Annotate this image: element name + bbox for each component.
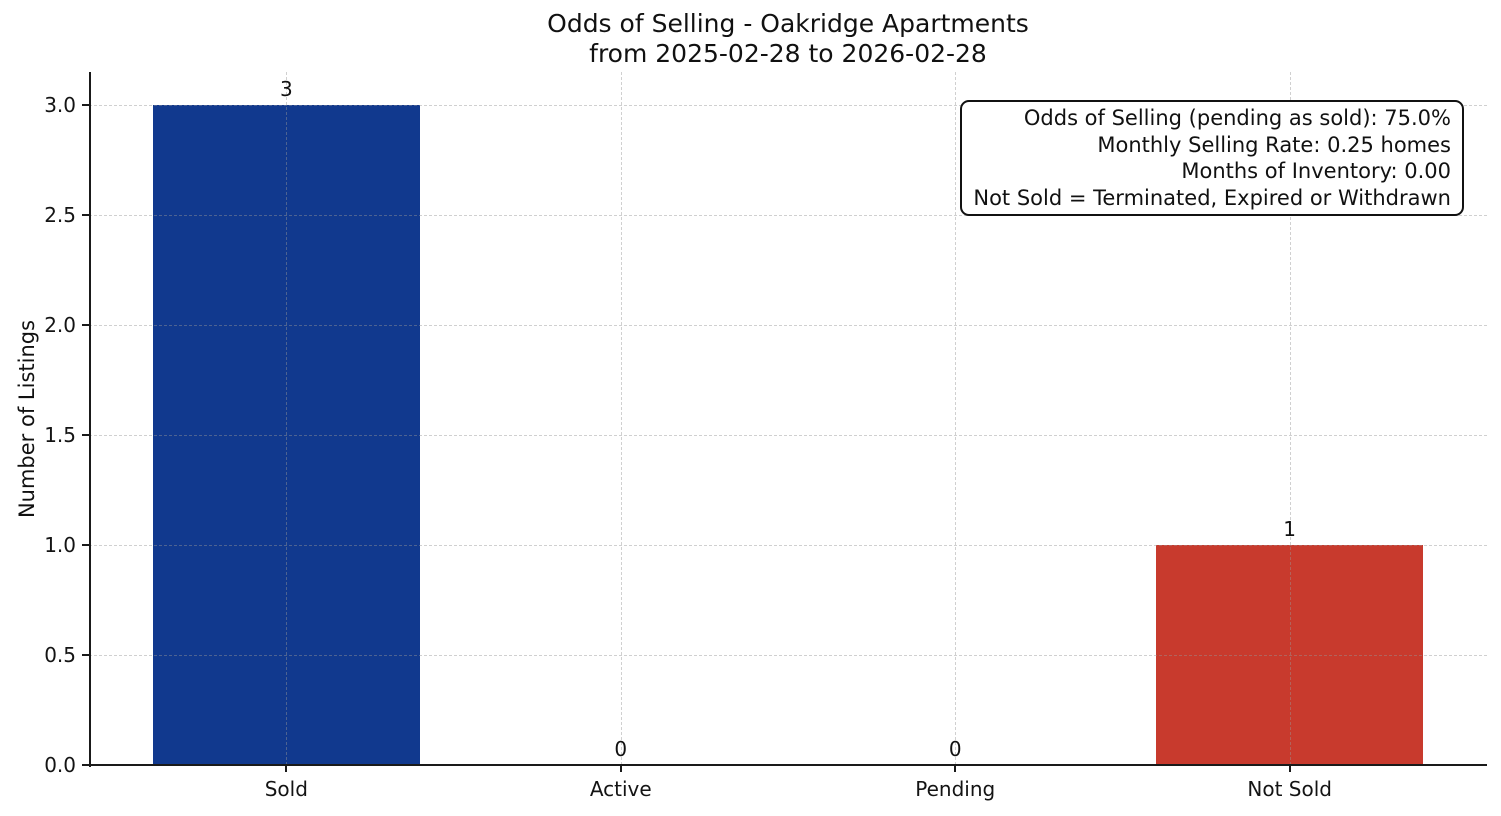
gridline-y-1.0 bbox=[89, 545, 1487, 546]
gridline-y-1.5 bbox=[89, 435, 1487, 436]
x-tick-label-sold: Sold bbox=[264, 777, 308, 801]
y-tick-1.5 bbox=[82, 434, 89, 436]
y-tick-0.0 bbox=[82, 764, 89, 766]
gridline-y-2.0 bbox=[89, 325, 1487, 326]
annotation-not-sold-definition: Not Sold = Terminated, Expired or Withdr… bbox=[973, 185, 1451, 210]
bar-sold bbox=[152, 105, 421, 765]
y-tick-1.0 bbox=[82, 544, 89, 546]
annotation-odds-of-selling: Odds of Selling (pending as sold): 75.0% bbox=[1023, 106, 1451, 130]
bar-value-label-sold: 3 bbox=[279, 77, 293, 101]
bar-not-sold bbox=[1155, 545, 1424, 765]
x-tick-pending bbox=[954, 765, 957, 772]
y-tick-label-0.5: 0.5 bbox=[44, 643, 76, 667]
y-tick-label-1.5: 1.5 bbox=[44, 423, 76, 447]
annotation-monthly-selling-rate: Monthly Selling Rate: 0.25 homes bbox=[1097, 132, 1451, 157]
x-tick-active bbox=[619, 765, 622, 772]
gridline-y-2.5 bbox=[89, 215, 1487, 216]
y-tick-label-2.5: 2.5 bbox=[44, 203, 76, 227]
gridline-x-active bbox=[620, 72, 622, 765]
y-tick-label-2.0: 2.0 bbox=[44, 313, 76, 337]
x-tick-label-active: Active bbox=[589, 777, 652, 801]
x-tick-sold bbox=[285, 765, 288, 772]
gridline-x-pending bbox=[955, 72, 957, 765]
y-tick-label-3.0: 3.0 bbox=[44, 93, 76, 117]
y-tick-3.0 bbox=[82, 104, 89, 106]
x-tick-label-not-sold: Not Sold bbox=[1247, 777, 1332, 801]
bar-value-label-active: 0 bbox=[614, 737, 628, 761]
annotation-months-of-inventory: Months of Inventory: 0.00 bbox=[1181, 159, 1451, 183]
y-tick-label-1.0: 1.0 bbox=[44, 533, 76, 557]
gridline-x-sold bbox=[286, 72, 288, 765]
gridline-y-3.0 bbox=[89, 105, 1487, 106]
y-tick-0.5 bbox=[82, 654, 89, 656]
chart-title-line2: from 2025-02-28 to 2026-02-28 bbox=[589, 39, 987, 68]
x-tick-label-pending: Pending bbox=[915, 777, 996, 801]
stats-annotation-box: Odds of Selling (pending as sold): 75.0%… bbox=[960, 100, 1464, 216]
gridline-y-0.5 bbox=[89, 655, 1487, 656]
bar-value-label-pending: 0 bbox=[948, 737, 962, 761]
y-tick-2.0 bbox=[82, 324, 89, 326]
x-axis-spine bbox=[89, 764, 1487, 766]
x-tick-not-sold bbox=[1288, 765, 1291, 772]
bar-value-label-not-sold: 1 bbox=[1283, 517, 1297, 541]
gridline-x-not-sold bbox=[1289, 72, 1291, 765]
y-axis-spine bbox=[89, 72, 91, 767]
y-tick-2.5 bbox=[82, 214, 89, 216]
chart-title: Odds of Selling - Oakridge Apartments fr… bbox=[89, 9, 1487, 69]
y-tick-label-0.0: 0.0 bbox=[44, 753, 76, 777]
chart-title-line1: Odds of Selling - Oakridge Apartments bbox=[547, 9, 1029, 38]
